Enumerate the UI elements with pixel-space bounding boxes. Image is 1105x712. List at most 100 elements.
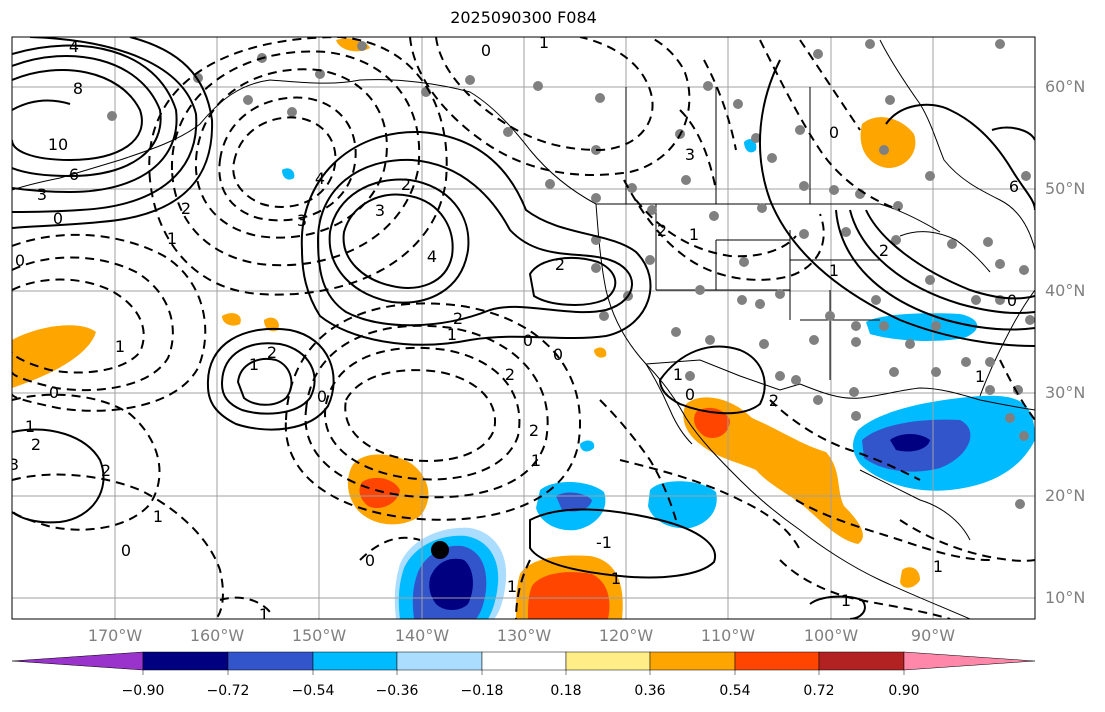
lat-label: 60°N — [1045, 77, 1086, 96]
lat-label: 50°N — [1045, 179, 1086, 198]
contour-label: 1 — [611, 569, 621, 588]
colorbar-tick-label: −0.54 — [291, 683, 335, 699]
colorbar-tick-label: 0.90 — [888, 683, 920, 699]
shade-red-mexico — [694, 407, 730, 439]
colorbar-bin — [649, 651, 736, 671]
contour-label: 1 — [689, 225, 699, 244]
contour-label: 2 — [657, 221, 667, 240]
contour-label: 1 — [933, 557, 943, 576]
colorbar-tick-label: 0.54 — [719, 683, 751, 699]
map-frame — [11, 36, 1036, 620]
border-us-mexico — [645, 359, 801, 391]
contour-label: 1 — [259, 605, 269, 624]
shade-orange-carib — [900, 567, 920, 588]
colorbar-tick-label: −0.36 — [375, 683, 419, 699]
coast-west-na — [595, 203, 971, 619]
colorbar-bin — [734, 651, 820, 671]
shade-cyan-mid3 — [580, 440, 595, 452]
colorbar-tick-label: 0.18 — [550, 683, 582, 699]
coastlines-and-borders — [12, 39, 1035, 619]
colorbar-tick-label: −0.90 — [121, 683, 165, 699]
coast-baja — [645, 363, 693, 445]
contour-label: 2 — [555, 255, 565, 274]
shade-navy-gulf — [890, 434, 930, 452]
colorbar-bin — [142, 651, 229, 671]
contour-label: 0 — [481, 41, 491, 60]
coast-alaska — [119, 79, 597, 205]
contour-label: 2 — [101, 461, 111, 480]
lon-label: 140°W — [394, 626, 450, 645]
lat-label: 10°N — [1045, 588, 1086, 607]
shade-cyan-small — [282, 168, 295, 180]
colorbar-bin — [481, 651, 567, 671]
lat-label: 30°N — [1045, 383, 1086, 402]
colorbar-tick-label: −0.18 — [460, 683, 504, 699]
contour-label: 1 — [975, 367, 985, 386]
contour-label: 8 — [73, 79, 83, 98]
contour-label: 3 — [9, 455, 19, 474]
contour-label: 1 — [841, 591, 851, 610]
contour-label: 2 — [181, 199, 191, 218]
coast-east — [979, 289, 1035, 397]
border-us-canada — [596, 203, 941, 233]
lon-label: 100°W — [803, 626, 859, 645]
contour-label: 3 — [375, 201, 385, 220]
colorbar-extend-right — [903, 651, 1036, 671]
contour-label: 6 — [1009, 177, 1019, 196]
contour-label: 0 — [121, 541, 131, 560]
colorbar-bin — [565, 651, 651, 671]
negative-contours — [12, 37, 1035, 619]
contour-label: 0 — [15, 251, 25, 270]
contour-label: 0 — [523, 331, 533, 350]
shade-cyan-mid2 — [648, 481, 717, 529]
contour-label: 10 — [48, 135, 68, 154]
shade-red-mid — [359, 477, 400, 509]
contour-label: 2 — [31, 435, 41, 454]
colorbar-bin — [396, 651, 483, 671]
contour-label: 0 — [829, 123, 839, 142]
coast-gulf — [799, 383, 1035, 411]
contour-labels: 4 8 10 6 3 0 1 2 3 4 2 3 4 2 2 1 0 0 2 2… — [9, 37, 1019, 624]
coast-yucatan — [859, 469, 971, 541]
lon-label: 90°W — [910, 626, 956, 645]
contour-label: 4 — [315, 169, 325, 188]
contour-label: 3 — [685, 145, 695, 164]
contour-label: 1 — [829, 261, 839, 280]
contour-label: 2 — [879, 241, 889, 260]
lon-label: 160°W — [189, 626, 245, 645]
lon-label: 150°W — [291, 626, 347, 645]
coast-great-lakes — [899, 231, 991, 273]
colorbar-tick-label: 0.36 — [634, 683, 666, 699]
contour-label: 2 — [529, 421, 539, 440]
shade-blue-mid1 — [556, 492, 592, 512]
contour-label: 0 — [317, 387, 327, 406]
map-title: 2025090300 F084 — [450, 8, 597, 27]
marker-dot — [431, 541, 449, 559]
contour-label: 0 — [1007, 291, 1017, 310]
contour-label: 3 — [37, 185, 47, 204]
contour-label: 2 — [453, 309, 463, 328]
shade-orange-small-4 — [594, 347, 607, 358]
contour-label: 3 — [297, 211, 307, 230]
contour-label: 1 — [115, 337, 125, 356]
contour-label: 1 — [447, 325, 457, 344]
contour-label: 0 — [49, 383, 59, 402]
lon-label: 110°W — [700, 626, 756, 645]
contour-label: 1 — [153, 507, 163, 526]
shade-orange-small-1 — [222, 313, 241, 326]
contour-label: 0 — [53, 209, 63, 228]
border-states-2 — [655, 204, 791, 320]
contour-label: 1 — [167, 229, 177, 248]
contour-label: 2 — [267, 343, 277, 362]
contour-label: 0 — [553, 345, 563, 364]
coast-aleutians — [12, 159, 121, 191]
contour-label: 1 — [673, 365, 683, 384]
contour-label: -1 — [596, 533, 612, 552]
coast-hudson — [879, 39, 1035, 251]
contour-label: 2 — [401, 175, 411, 194]
colorbar-bin — [312, 651, 398, 671]
contour-label: 4 — [69, 37, 79, 56]
colorbar-bin — [818, 651, 905, 671]
lat-label: 20°N — [1045, 486, 1086, 505]
